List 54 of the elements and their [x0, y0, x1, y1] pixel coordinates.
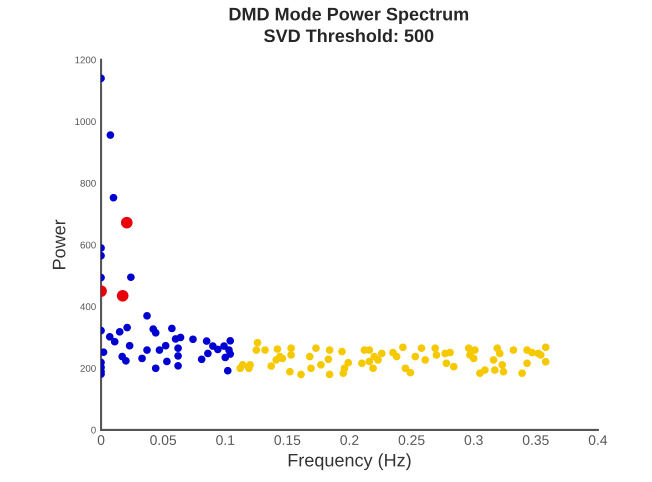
x-tick-label: 0.1 [216, 435, 234, 446]
point [120, 216, 133, 228]
point [110, 338, 119, 346]
point [123, 324, 131, 332]
y-tick-label: 600 [80, 242, 96, 248]
point [214, 346, 222, 354]
y-tick-label: 800 [80, 180, 96, 187]
point [127, 273, 135, 282]
x-tick-label: 0.2 [340, 435, 358, 446]
point [224, 366, 232, 375]
chart-title: DMD Mode Power Spectrum [230, 7, 468, 24]
x-tick-label: 0 [98, 435, 104, 446]
y-axis-title: Power [52, 220, 66, 269]
point [106, 332, 114, 341]
x-tick-label: 0.35 [522, 435, 549, 446]
point [204, 350, 212, 358]
point [152, 328, 160, 337]
point [152, 364, 160, 372]
point [106, 131, 114, 139]
point [202, 337, 210, 345]
point [162, 342, 170, 350]
point [143, 346, 151, 354]
point [198, 356, 206, 364]
x-tick-label: 0.4 [588, 435, 608, 446]
point [226, 350, 234, 358]
point [163, 358, 171, 366]
point [110, 194, 118, 202]
x-tick-label: 0.15 [274, 435, 300, 446]
point [226, 336, 234, 345]
point [156, 346, 164, 354]
point [101, 348, 108, 356]
x-tick-label: 0.25 [398, 435, 425, 446]
y-tick-label: 1000 [75, 118, 96, 126]
point [220, 342, 228, 350]
y-tick-label: 0 [91, 426, 96, 434]
point [174, 344, 182, 352]
point [176, 334, 184, 342]
point [116, 290, 128, 302]
x-tick-label: 0.3 [464, 435, 483, 446]
point [126, 342, 134, 350]
point [122, 357, 130, 365]
point [138, 354, 146, 362]
point [168, 324, 176, 332]
point [143, 312, 151, 320]
y-tick-label: 1200 [75, 56, 96, 64]
point [189, 335, 197, 344]
x-axis-title: Frequency (Hz) [288, 453, 411, 470]
point [174, 362, 182, 370]
point [174, 352, 182, 360]
y-tick-label: 400 [80, 303, 96, 310]
x-tick-label: 0.05 [150, 435, 176, 446]
y-tick-label: 200 [80, 364, 96, 372]
point [116, 328, 124, 336]
chart-subtitle: SVD Threshold: 500 [264, 28, 434, 42]
